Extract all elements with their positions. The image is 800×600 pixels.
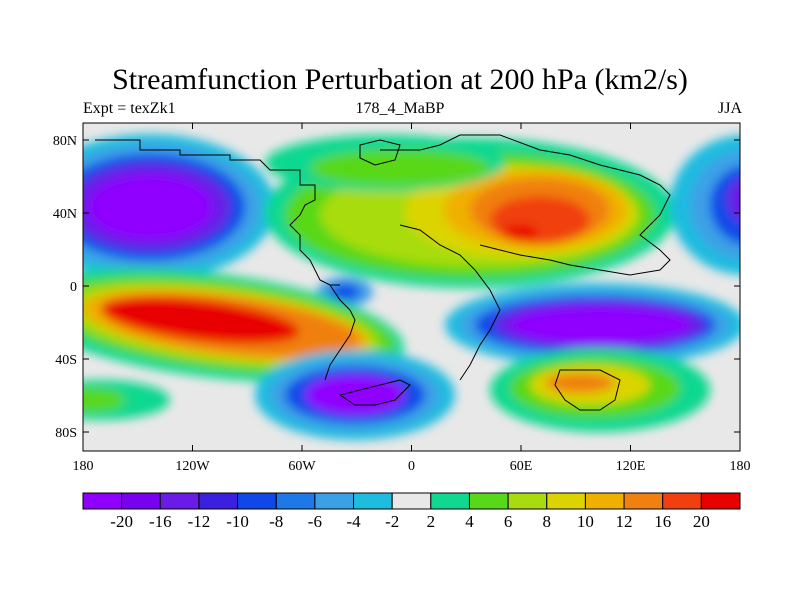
colorbar-label: 2 (427, 512, 436, 531)
colorbar-label: 8 (543, 512, 552, 531)
colorbar-swatch (121, 492, 161, 510)
lat-tick-label: 40S (55, 353, 77, 368)
coast-antarctic-peninsula (338, 379, 411, 406)
contour-fill (83, 134, 740, 440)
lon-tick-labels: 180 120W 60W 0 60E 120E 180 (73, 459, 751, 474)
colorbar-label: -10 (226, 512, 249, 531)
low-northeast (670, 135, 740, 275)
colorbar-label: -4 (346, 512, 361, 531)
lat-tick-labels: 80N 40N 0 40S 80S (53, 134, 77, 441)
colorbar-swatch (353, 492, 393, 510)
lon-tick-label: 60W (288, 459, 316, 474)
lat-tick-label: 80S (55, 426, 77, 441)
colorbar-swatch (198, 492, 239, 510)
colorbar-swatch (430, 492, 470, 510)
lon-tick-label: 60E (510, 459, 533, 474)
season-label: JJA (717, 100, 742, 117)
coast-australia (554, 369, 621, 411)
colorbar-label: -16 (149, 512, 172, 531)
coast-north-america (95, 139, 340, 286)
colorbar-label: -20 (110, 512, 133, 531)
low-northwest (83, 134, 275, 280)
colorbar-swatch (275, 492, 316, 510)
lon-tick-label: 180 (73, 459, 94, 474)
colorbar-label: 10 (577, 512, 594, 531)
lat-tick-label: 80N (53, 134, 77, 149)
colorbar-swatch (159, 492, 200, 510)
high-south-indian (490, 348, 710, 432)
case-label: 178_4_MaBP (355, 100, 445, 117)
colorbar-swatch (507, 492, 548, 510)
colorbar-swatch (468, 492, 509, 510)
coast-south-america (324, 284, 356, 381)
low-south-atlantic (255, 350, 455, 440)
coast-greenland (359, 139, 401, 166)
colorbar-label: -8 (269, 512, 283, 531)
colorbar-swatch (237, 492, 277, 510)
colorbar-label: 4 (465, 512, 474, 531)
colorbar-label: -2 (385, 512, 399, 531)
lon-tick-label: 120E (616, 459, 646, 474)
colorbar-label: 16 (654, 512, 671, 531)
lon-tick-marks (82, 123, 741, 451)
high-southwest-edge (83, 380, 170, 420)
colorbar-label: -6 (308, 512, 322, 531)
colorbar-swatch (662, 492, 702, 510)
lon-tick-label: 180 (730, 459, 751, 474)
colorbar-swatch (391, 492, 432, 510)
lat-tick-label: 40N (53, 207, 77, 222)
coastlines (95, 134, 671, 411)
colorbar-label: 6 (504, 512, 513, 531)
colorbar-swatch (314, 492, 355, 510)
colorbar-label: -12 (188, 512, 211, 531)
lon-tick-label: 120W (175, 459, 210, 474)
high-south-pacific (83, 268, 404, 382)
lat-tick-marks (83, 139, 740, 433)
colorbar-swatch (82, 492, 123, 510)
experiment-label: Expt = texZk1 (83, 100, 176, 117)
chart-title: Streamfunction Perturbation at 200 hPa (… (112, 63, 688, 96)
colorbar: -20 -16 -12 -10 -8 -6 -4 -2 2 4 6 8 10 12 16 20 (82, 492, 741, 531)
coast-eurasia (380, 134, 671, 276)
lon-tick-label: 0 (408, 459, 415, 474)
map-plot-area: 80N 40N 0 40S 80S 180 120W 60W 0 60E 120… (53, 122, 751, 474)
colorbar-label: 12 (616, 512, 633, 531)
colorbar-label: 20 (693, 512, 710, 531)
coast-africa (399, 224, 501, 381)
colorbar-swatch (623, 492, 664, 510)
low-indian-ocean (445, 283, 740, 367)
colorbar-swatch (546, 492, 586, 510)
colorbar-swatch (700, 492, 741, 510)
colorbar-swatch (584, 492, 625, 510)
lat-tick-label: 0 (70, 280, 77, 295)
